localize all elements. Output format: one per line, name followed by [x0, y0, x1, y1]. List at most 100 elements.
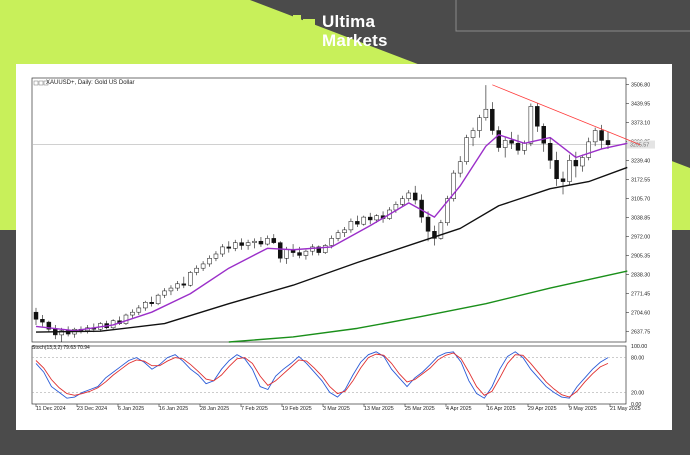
- bearish-candle: [560, 178, 566, 182]
- bearish-candle: [316, 246, 322, 253]
- bearish-candle: [239, 242, 244, 246]
- bearish-candle: [605, 140, 611, 145]
- bullish-candle: [303, 250, 309, 256]
- bearish-candle: [355, 221, 360, 225]
- bullish-candle: [580, 157, 585, 167]
- bullish-candle: [342, 229, 347, 233]
- bullish-candle: [162, 290, 167, 296]
- brand-name: Ultima Markets: [322, 12, 388, 50]
- price-axis-label: 3105.70: [631, 196, 650, 202]
- chart-title: XAUUSD+, Daily: Gold US Dollar: [46, 80, 135, 86]
- stochastic-label: Stoch(13,3,2) 79.63 70.94: [32, 345, 90, 351]
- bullish-candle: [155, 294, 161, 304]
- window-control-icon: [33, 80, 39, 86]
- bearish-candle: [149, 302, 154, 304]
- price-axis-label: 3439.95: [631, 102, 650, 108]
- date-axis-label: 28 Jan 2025: [200, 406, 229, 412]
- oscillator-axis-label: 20.00: [631, 390, 644, 396]
- bullish-candle: [361, 216, 367, 225]
- bullish-candle: [457, 161, 463, 174]
- current-price-label: 3295.57: [630, 143, 649, 149]
- date-axis-label: 6 Jan 2025: [118, 406, 144, 412]
- price-axis-label: 2704.60: [631, 310, 650, 316]
- bullish-candle: [438, 222, 444, 239]
- stochastic-d-line: [35, 352, 609, 398]
- bearish-candle: [40, 319, 45, 323]
- bullish-candle: [252, 240, 257, 243]
- price-axis-label: 3373.10: [631, 121, 650, 127]
- date-axis-label: 19 Feb 2025: [282, 406, 312, 412]
- price-axis-label: 3172.55: [631, 177, 650, 183]
- bullish-candle: [451, 172, 456, 199]
- date-axis-label: 4 Apr 2025: [446, 406, 472, 412]
- moving-average-line: [35, 134, 628, 332]
- price-axis-label: 2972.00: [631, 234, 650, 240]
- bullish-candle: [284, 249, 289, 259]
- bearish-candle: [490, 108, 495, 131]
- bearish-candle: [432, 231, 437, 239]
- bearish-candle: [46, 321, 52, 330]
- bearish-candle: [297, 252, 302, 256]
- bullish-candle: [59, 330, 64, 336]
- brand-line2: Markets: [322, 31, 388, 50]
- bearish-candle: [425, 216, 431, 232]
- bullish-candle: [200, 263, 206, 269]
- date-axis-label: 7 Feb 2025: [241, 406, 268, 412]
- bearish-candle: [515, 143, 521, 151]
- price-axis-label: 2905.35: [631, 253, 650, 259]
- bullish-candle: [406, 192, 412, 199]
- bullish-candle: [143, 302, 148, 309]
- bearish-candle: [573, 160, 579, 167]
- bullish-candle: [245, 242, 251, 246]
- bullish-candle: [483, 108, 489, 118]
- bearish-candle: [277, 242, 283, 259]
- bullish-candle: [502, 140, 508, 148]
- price-axis-label: 3239.40: [631, 158, 650, 164]
- bullish-candle: [213, 253, 219, 259]
- bullish-candle: [123, 314, 129, 324]
- price-axis-label: 3506.80: [631, 83, 650, 89]
- bullish-candle: [220, 246, 225, 255]
- price-axis-label: 3038.85: [631, 215, 650, 221]
- bullish-candle: [265, 238, 270, 245]
- date-axis-label: 25 Mar 2025: [405, 406, 435, 412]
- bearish-candle: [554, 160, 559, 180]
- brand-line1: Ultima: [322, 12, 376, 31]
- bearish-candle: [509, 140, 514, 144]
- bullish-candle: [464, 137, 469, 162]
- bearish-candle: [412, 192, 418, 201]
- price-axis-label: 2637.75: [631, 329, 650, 335]
- bullish-candle: [528, 106, 534, 144]
- date-axis-label: 11 Dec 2024: [36, 406, 66, 412]
- bullish-candle: [400, 198, 405, 205]
- date-axis-label: 3 Mar 2025: [323, 406, 350, 412]
- bullish-candle: [329, 238, 334, 246]
- date-axis-label: 29 Apr 2025: [528, 406, 557, 412]
- window-control-icon: [43, 80, 49, 86]
- bearish-candle: [541, 126, 546, 144]
- bearish-candle: [367, 216, 373, 221]
- bullish-candle: [348, 221, 354, 231]
- bullish-candle: [445, 198, 450, 224]
- bearish-candle: [181, 283, 187, 286]
- date-axis-label: 21 May 2025: [610, 406, 641, 412]
- bearish-candle: [496, 130, 501, 148]
- oscillator-axis-label: 0.00: [631, 402, 641, 408]
- bullish-candle: [130, 311, 135, 316]
- chart-card: 3506.803439.953373.103306.253239.403172.…: [16, 64, 672, 430]
- bullish-candle: [136, 307, 142, 313]
- candlestick-chart: 3506.803439.953373.103306.253239.403172.…: [31, 77, 655, 412]
- bullish-candle: [322, 245, 328, 253]
- bearish-candle: [535, 106, 540, 127]
- ultima-logo-icon: [293, 15, 315, 47]
- date-axis-label: 16 Apr 2025: [487, 406, 516, 412]
- date-axis-label: 13 Mar 2025: [364, 406, 394, 412]
- oscillator-pane-frame: [31, 345, 627, 405]
- bearish-candle: [258, 240, 264, 245]
- bearish-candle: [226, 246, 232, 249]
- date-axis-label: 23 Dec 2024: [77, 406, 107, 412]
- date-axis-label: 16 Jan 2025: [159, 406, 188, 412]
- bullish-candle: [175, 283, 180, 289]
- bullish-candle: [207, 258, 212, 265]
- bullish-candle: [477, 117, 482, 131]
